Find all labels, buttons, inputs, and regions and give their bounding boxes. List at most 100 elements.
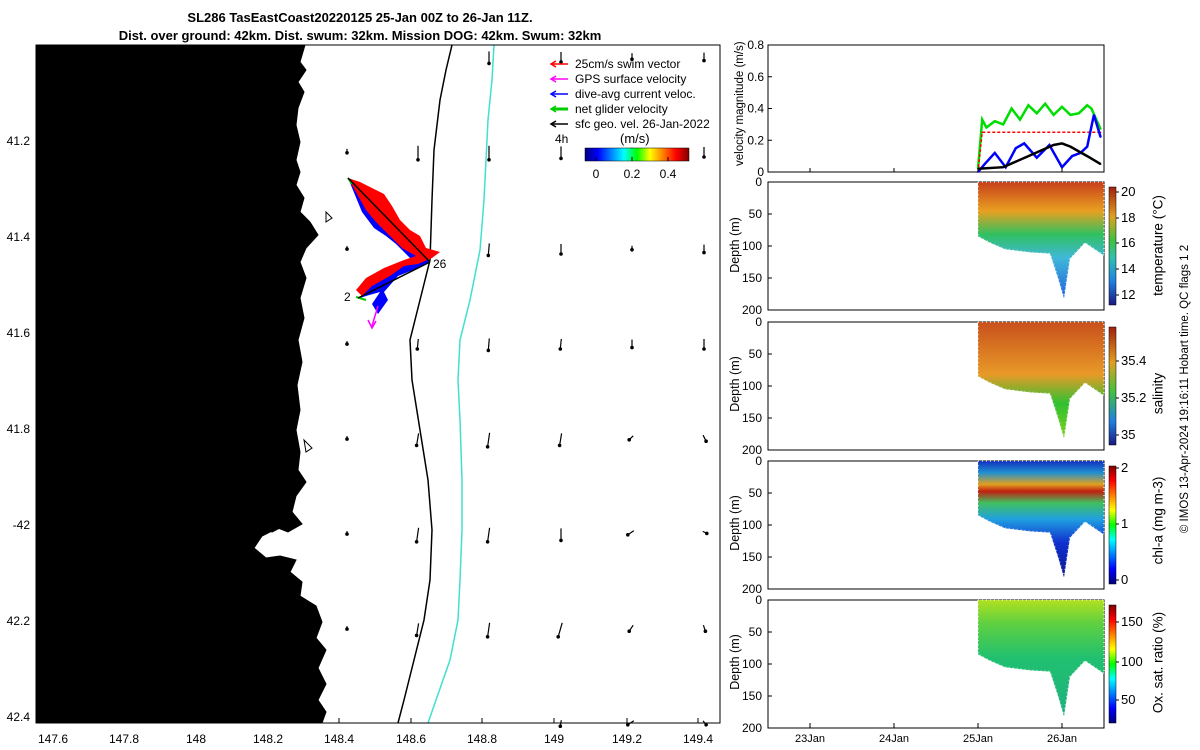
chla-colorbar-tick-label: 2 <box>1121 460 1128 475</box>
geo-vector <box>487 527 491 542</box>
oxygen-colorbar-tick-label: 150 <box>1121 614 1143 629</box>
chla-colorbar <box>1108 465 1117 585</box>
legend-arrowhead <box>549 105 557 113</box>
velocity-point <box>1036 156 1038 159</box>
temperature-colorbar-tick-label: 18 <box>1121 210 1135 225</box>
geo-vector-head <box>702 250 706 255</box>
map-frame <box>35 44 721 724</box>
map-y-tick-label: 41.8 <box>7 422 31 436</box>
time-tick-label: 26Jan <box>1047 733 1077 745</box>
velocity-tick-label: 0.8 <box>747 38 764 52</box>
legend-label: 25cm/s swim vector <box>575 57 680 71</box>
chla-data-field <box>978 461 1104 578</box>
depth-tick-label: 50 <box>749 347 763 361</box>
oxygen-data-field <box>978 600 1104 717</box>
velocity-point <box>1027 155 1030 157</box>
depth-tick-label: 200 <box>742 443 762 457</box>
salinity-data-field <box>978 322 1104 439</box>
oxygen-colorbar-tick-label: 50 <box>1121 692 1135 707</box>
geo-vector-head <box>414 443 419 448</box>
depth-tick-label: 100 <box>742 657 762 671</box>
map-y-tick-label: -42 <box>13 518 31 532</box>
velocity-point <box>1061 166 1063 168</box>
salinity-colorbar <box>1108 326 1117 446</box>
track-path-black <box>347 177 431 263</box>
chla-colorbar-label: chl-a (mg m-3) <box>1150 476 1166 565</box>
velocity-point <box>1086 145 1088 148</box>
geo-vector-head <box>704 723 708 727</box>
geo-vector-head <box>705 531 709 536</box>
geo-vector-head <box>485 635 490 639</box>
isobath-0 <box>267 210 333 533</box>
oxygen-section: 0 50 100 150 200 50 100 150 <box>742 593 1143 735</box>
geo-vector <box>416 433 420 446</box>
depth-tick-label: 50 <box>749 625 763 639</box>
salinity-depth-ylabel: Depth (m) <box>728 356 742 412</box>
map-x-ticks: 147.6 147.8 148 148.2 148.4 148.6 148.8 149 149.… <box>38 718 713 746</box>
geo-vector <box>559 433 563 446</box>
geo-vector <box>487 338 490 351</box>
depth-tick-label: 200 <box>742 303 762 317</box>
geo-vector-head <box>559 60 563 64</box>
chla-depth-ylabel: Depth (m) <box>728 495 742 551</box>
velocity-point <box>1099 163 1102 165</box>
velocity-point <box>983 163 986 165</box>
interval-label: 4h <box>555 132 568 146</box>
geo-vector-head <box>345 532 349 536</box>
velocity-series-line <box>977 142 1102 171</box>
velocity-point <box>1010 107 1013 110</box>
geo-vector-head <box>702 347 706 351</box>
legend-arrowhead <box>549 90 557 98</box>
section-panels: 05010015020012141618200501001502003535.2… <box>742 175 1146 735</box>
chla-colorbar-tick-label: 1 <box>1121 516 1128 531</box>
track-end-label: 26 <box>433 257 447 271</box>
depth-tick-label: 100 <box>742 239 762 253</box>
temperature-section: 0 50 100 150 200 12 14 16 18 20 <box>742 175 1136 317</box>
geo-vector-head <box>485 445 490 449</box>
time-tick-label: 25Jan <box>963 733 993 745</box>
speed-colorbar-tick-label: 0 <box>593 167 600 181</box>
map-x-tick-label: 149.4 <box>683 732 713 746</box>
depth-tick-label: 150 <box>742 271 762 285</box>
map-y-tick-label: 42.2 <box>7 614 31 628</box>
geo-vector-head <box>345 342 349 346</box>
depth-tick-label: 0 <box>755 175 762 189</box>
geo-vector <box>557 622 563 637</box>
geo-vector-head <box>626 723 630 727</box>
map-x-tick-label: 149.2 <box>612 732 642 746</box>
colorbar-unit: (m/s) <box>620 131 650 146</box>
depth-tick-label: 100 <box>742 379 762 393</box>
geo-vector-head <box>485 540 490 544</box>
depth-tick-label: 50 <box>749 207 763 221</box>
geo-vector-head <box>630 345 634 350</box>
salinity-colorbar-label: salinity <box>1150 372 1166 415</box>
map-x-tick-label: 147.8 <box>109 732 139 746</box>
depth-tick-label: 0 <box>755 593 762 607</box>
gps-surface-velocity-arrow <box>367 305 379 330</box>
velocity-panel: 0 0.2 0.4 0.6 0.8 <box>747 38 1105 179</box>
legend-label: GPS surface velocity <box>575 72 686 86</box>
geo-vector <box>416 527 420 542</box>
geo-vector-head <box>626 533 630 537</box>
geo-vector-head <box>559 156 563 161</box>
velocity-point <box>1027 104 1030 107</box>
legend-arrowhead <box>549 120 557 128</box>
velocity-ylabel: velocity magnitude (m/s) <box>734 41 746 166</box>
velocity-point <box>1052 144 1055 146</box>
geo-vector <box>487 432 491 447</box>
geo-vector-head <box>486 253 491 258</box>
velocity-point <box>1002 123 1004 126</box>
depth-tick-label: 200 <box>742 721 762 735</box>
time-axis-ticks: 23Jan 24Jan 25Jan 26Jan <box>795 168 1077 745</box>
geo-vector-head <box>414 633 419 638</box>
velocity-point <box>1023 142 1025 145</box>
velocity-series <box>976 101 1102 173</box>
speed-colorbar-tick-label: 0.4 <box>660 167 677 181</box>
geo-vector-head <box>704 439 708 444</box>
velocity-point <box>985 126 988 129</box>
map-y-tick-label: 42.4 <box>7 710 31 724</box>
velocity-point <box>1061 106 1063 108</box>
map-y-ticks: 41.2 41.4 41.6 41.8 -42 42.2 42.4 <box>7 134 41 724</box>
